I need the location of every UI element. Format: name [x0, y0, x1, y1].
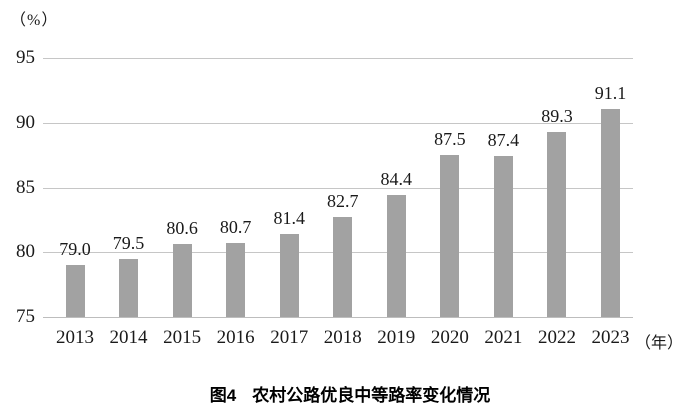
bar-value-label: 84.4 [380, 169, 413, 190]
figure-caption-title: 农村公路优良中等路率变化情况 [252, 386, 491, 405]
x-tick-label: 2015 [163, 327, 202, 348]
y-tick-label: 85 [16, 176, 35, 198]
x-tick-label: 2021 [484, 327, 523, 348]
bar [65, 265, 85, 317]
bar-value-label: 87.5 [434, 129, 466, 150]
bar [547, 131, 567, 317]
bar [386, 195, 406, 317]
x-tick-label: 2016 [216, 327, 255, 348]
x-tick-label: 2014 [109, 327, 148, 348]
y-tick-label: 90 [16, 111, 35, 133]
plot-area: 75 80 85 90 95 79.0 2013 79.5 2014 80.6 2015 80.7 20… [16, 47, 633, 348]
figure-caption: 图4 农村公路优良中等路率变化情况 [0, 381, 700, 406]
x-tick-label: 2020 [430, 327, 469, 348]
bar-value-label: 87.4 [487, 130, 520, 151]
bar [279, 234, 299, 317]
bar-value-label: 80.7 [219, 217, 252, 238]
bar-value-label: 82.7 [327, 191, 359, 212]
bar-value-label: 89.3 [541, 105, 573, 126]
x-tick-label: 2018 [323, 327, 362, 348]
y-tick-label: 95 [16, 47, 35, 68]
bar [119, 258, 139, 317]
gridline [43, 317, 633, 318]
x-tick-label: 2022 [537, 327, 576, 348]
bar [333, 217, 353, 317]
x-tick-label: 2013 [56, 327, 94, 348]
gridline [43, 58, 633, 59]
bar [493, 156, 513, 317]
y-tick-label: 75 [16, 306, 35, 327]
bar-value-label: 81.4 [273, 208, 305, 229]
bar [226, 243, 246, 317]
bar [172, 244, 192, 317]
y-tick-label: 80 [16, 241, 35, 263]
gridline [43, 122, 633, 124]
gridline [43, 187, 633, 189]
bar-value-label: 79.5 [112, 232, 145, 253]
bar-value-label: 80.6 [166, 218, 198, 239]
y-axis-unit-label: （%） [10, 12, 59, 29]
figure-caption-number: 图4 [209, 386, 237, 405]
bar-value-label: 91.1 [594, 82, 627, 103]
x-tick-label: 2017 [270, 327, 309, 348]
x-tick-label: 2019 [377, 327, 416, 348]
bar [440, 155, 460, 317]
bar-value-label: 79.0 [59, 239, 91, 260]
x-axis-unit-label: （年） [635, 335, 684, 352]
bar [601, 108, 620, 317]
x-tick-label: 2023 [591, 327, 630, 348]
